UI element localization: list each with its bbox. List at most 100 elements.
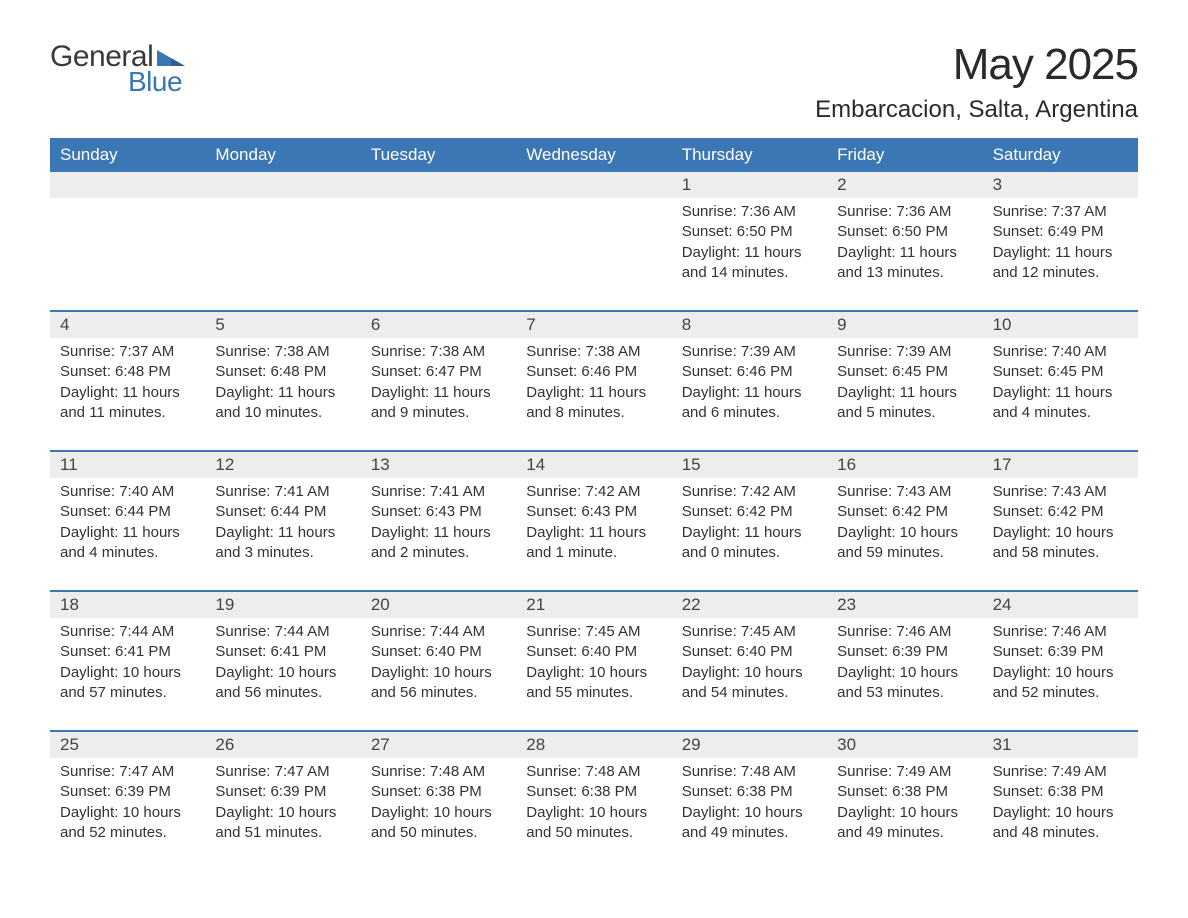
month-title: May 2025	[815, 40, 1138, 90]
day-content-row: Sunrise: 7:37 AMSunset: 6:48 PMDaylight:…	[50, 338, 1138, 440]
weekday-header: Monday	[205, 138, 360, 172]
day-number-row: 18192021222324	[50, 592, 1138, 618]
sunrise-text: Sunrise: 7:46 AM	[993, 622, 1128, 642]
sunset-text: Sunset: 6:41 PM	[60, 642, 195, 662]
day-number: 7	[516, 312, 671, 338]
sunset-text: Sunset: 6:38 PM	[371, 782, 506, 802]
day-number-row: 45678910	[50, 312, 1138, 338]
day-number: 25	[50, 732, 205, 758]
daylight-text: Daylight: 10 hours and 54 minutes.	[682, 663, 817, 704]
daylight-text: Daylight: 11 hours and 4 minutes.	[60, 523, 195, 564]
day-cell	[50, 198, 205, 300]
day-number: 9	[827, 312, 982, 338]
week-block: 45678910Sunrise: 7:37 AMSunset: 6:48 PMD…	[50, 312, 1138, 440]
sunset-text: Sunset: 6:39 PM	[60, 782, 195, 802]
day-cell: Sunrise: 7:38 AMSunset: 6:47 PMDaylight:…	[361, 338, 516, 440]
day-cell: Sunrise: 7:44 AMSunset: 6:41 PMDaylight:…	[50, 618, 205, 720]
day-cell: Sunrise: 7:37 AMSunset: 6:48 PMDaylight:…	[50, 338, 205, 440]
sunset-text: Sunset: 6:48 PM	[60, 362, 195, 382]
day-cell: Sunrise: 7:37 AMSunset: 6:49 PMDaylight:…	[983, 198, 1138, 300]
day-cell: Sunrise: 7:47 AMSunset: 6:39 PMDaylight:…	[205, 758, 360, 860]
sunrise-text: Sunrise: 7:40 AM	[993, 342, 1128, 362]
day-number: 14	[516, 452, 671, 478]
day-number: 24	[983, 592, 1138, 618]
brand-logo: General Blue	[50, 40, 185, 98]
daylight-text: Daylight: 11 hours and 11 minutes.	[60, 383, 195, 424]
weekday-header: Sunday	[50, 138, 205, 172]
sunset-text: Sunset: 6:39 PM	[993, 642, 1128, 662]
sunset-text: Sunset: 6:42 PM	[682, 502, 817, 522]
daylight-text: Daylight: 10 hours and 52 minutes.	[993, 663, 1128, 704]
daylight-text: Daylight: 10 hours and 50 minutes.	[526, 803, 661, 844]
day-number-row: 123	[50, 172, 1138, 198]
day-cell: Sunrise: 7:46 AMSunset: 6:39 PMDaylight:…	[983, 618, 1138, 720]
sunset-text: Sunset: 6:43 PM	[371, 502, 506, 522]
day-number: 4	[50, 312, 205, 338]
day-cell	[205, 198, 360, 300]
day-number: 17	[983, 452, 1138, 478]
sunset-text: Sunset: 6:42 PM	[837, 502, 972, 522]
day-content-row: Sunrise: 7:36 AMSunset: 6:50 PM Daylight:…	[50, 198, 1138, 300]
sunrise-text: Sunrise: 7:36 AM	[682, 202, 817, 222]
weeks-container: 123 Sunrise: 7:36 AMSunset: 6:50 PM Daylig…	[50, 172, 1138, 860]
sunset-text: Sunset: 6:46 PM	[682, 362, 817, 382]
daylight-text: Daylight: 10 hours and 57 minutes.	[60, 663, 195, 704]
sunset-text: Sunset: 6:39 PM	[837, 642, 972, 662]
sunrise-text: Sunrise: 7:44 AM	[60, 622, 195, 642]
sunset-text: Sunset: 6:45 PM	[993, 362, 1128, 382]
sunrise-text: Sunrise: 7:46 AM	[837, 622, 972, 642]
day-cell: Sunrise: 7:45 AMSunset: 6:40 PMDaylight:…	[672, 618, 827, 720]
sunset-text: Sunset: 6:49 PM	[993, 222, 1128, 242]
day-number-row: 11121314151617	[50, 452, 1138, 478]
day-cell	[516, 198, 671, 300]
day-cell: Sunrise: 7:44 AMSunset: 6:41 PMDaylight:…	[205, 618, 360, 720]
day-cell: Sunrise: 7:45 AMSunset: 6:40 PMDaylight:…	[516, 618, 671, 720]
day-number: 10	[983, 312, 1138, 338]
calendar-grid: Sunday Monday Tuesday Wednesday Thursday…	[50, 138, 1138, 860]
day-cell: Sunrise: 7:47 AMSunset: 6:39 PMDaylight:…	[50, 758, 205, 860]
sunrise-text: Sunrise: 7:41 AM	[215, 482, 350, 502]
sunrise-text: Sunrise: 7:41 AM	[371, 482, 506, 502]
sunset-text: Sunset: 6:42 PM	[993, 502, 1128, 522]
day-cell: Sunrise: 7:38 AMSunset: 6:48 PMDaylight:…	[205, 338, 360, 440]
day-cell: Sunrise: 7:38 AMSunset: 6:46 PMDaylight:…	[516, 338, 671, 440]
sunset-text: Sunset: 6:40 PM	[682, 642, 817, 662]
sunrise-text: Sunrise: 7:45 AM	[526, 622, 661, 642]
daylight-text: Daylight: 11 hours and 13 minutes.	[837, 243, 972, 284]
day-number: 12	[205, 452, 360, 478]
sunrise-text: Sunrise: 7:47 AM	[215, 762, 350, 782]
daylight-text: Daylight: 10 hours and 51 minutes.	[215, 803, 350, 844]
day-cell: Sunrise: 7:42 AMSunset: 6:42 PMDaylight:…	[672, 478, 827, 580]
title-block: May 2025 Embarcacion, Salta, Argentina	[815, 40, 1138, 124]
day-number: 27	[361, 732, 516, 758]
sunset-text: Sunset: 6:40 PM	[526, 642, 661, 662]
sunset-text: Sunset: 6:45 PM	[837, 362, 972, 382]
week-block: 25262728293031Sunrise: 7:47 AMSunset: 6:…	[50, 732, 1138, 860]
day-number: 19	[205, 592, 360, 618]
sunset-text: Sunset: 6:50 PM	[682, 222, 817, 242]
day-cell: Sunrise: 7:49 AMSunset: 6:38 PMDaylight:…	[827, 758, 982, 860]
week-block: 123 Sunrise: 7:36 AMSunset: 6:50 PM Daylig…	[50, 172, 1138, 300]
day-number	[516, 172, 671, 198]
weekday-header: Saturday	[983, 138, 1138, 172]
day-content-row: Sunrise: 7:47 AM Sunset: 6:39 PM Daylight:…	[50, 758, 1138, 860]
daylight-text: Daylight: 11 hours and 0 minutes.	[682, 523, 817, 564]
sunrise-text: Sunrise: 7:48 AM	[371, 762, 506, 782]
day-cell: Sunrise: 7:48 AMSunset: 6:38 PMDaylight:…	[516, 758, 671, 860]
sunrise-text: Sunrise: 7:49 AM	[837, 762, 972, 782]
day-cell	[361, 198, 516, 300]
sunset-text: Sunset: 6:38 PM	[682, 782, 817, 802]
day-number: 1	[672, 172, 827, 198]
day-number	[50, 172, 205, 198]
day-number	[361, 172, 516, 198]
day-number: 15	[672, 452, 827, 478]
day-number: 22	[672, 592, 827, 618]
day-number: 8	[672, 312, 827, 338]
daylight-text: Daylight: 10 hours and 49 minutes.	[837, 803, 972, 844]
sunrise-text: Sunrise: 7:44 AM	[371, 622, 506, 642]
day-number: 31	[983, 732, 1138, 758]
sunset-text: Sunset: 6:47 PM	[371, 362, 506, 382]
day-cell: Sunrise: 7:41 AMSunset: 6:43 PMDaylight:…	[361, 478, 516, 580]
day-number: 26	[205, 732, 360, 758]
day-number: 29	[672, 732, 827, 758]
